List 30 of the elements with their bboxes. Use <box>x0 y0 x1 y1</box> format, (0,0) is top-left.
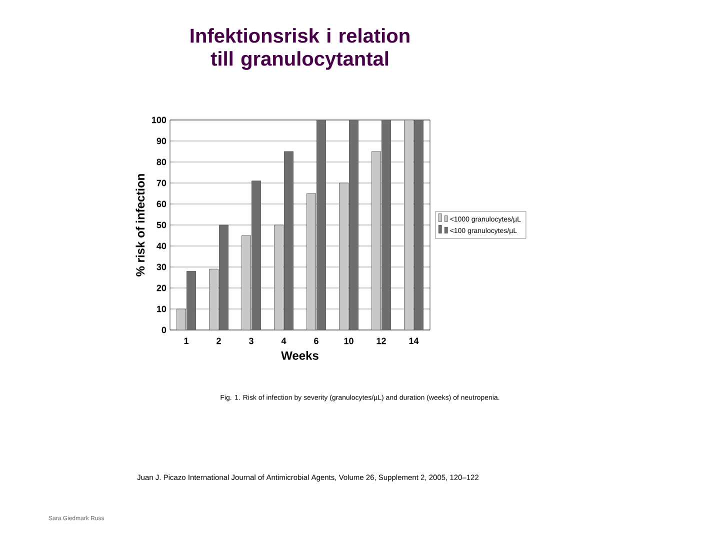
chart-title: Infektionsrisk i relation till granulocytantal <box>190 28 410 70</box>
x-axis-title: Weeks <box>281 351 318 360</box>
y-tick-label: 20 <box>156 284 166 292</box>
y-tick-label: 100 <box>152 116 166 124</box>
bar <box>176 308 186 330</box>
y-tick-label: 70 <box>156 180 166 186</box>
x-tick-label: 4 <box>281 338 286 344</box>
bar <box>242 235 251 330</box>
x-tick-label: 10 <box>344 338 354 344</box>
x-tick-label: 1 <box>184 338 189 344</box>
y-tick-label: 50 <box>156 222 166 228</box>
y-tick-label: 40 <box>156 242 166 250</box>
y-tick-label: 30 <box>156 264 166 270</box>
y-tick-label: 0 <box>162 326 166 334</box>
bar <box>274 224 284 330</box>
x-tick-label: 2 <box>216 338 221 344</box>
y-tick-label: 80 <box>156 158 166 166</box>
bar <box>339 182 348 330</box>
bar <box>306 193 316 330</box>
x-tick-label: 3 <box>248 338 254 344</box>
y-tick-label: 90 <box>156 138 166 144</box>
x-tick-label: 14 <box>409 338 419 344</box>
bar <box>372 151 381 330</box>
x-tick-label: 12 <box>376 338 386 344</box>
y-tick-label: 60 <box>156 200 166 208</box>
y-tick-label: 10 <box>157 306 166 312</box>
bar <box>209 268 218 330</box>
x-tick-label: 6 <box>314 338 318 344</box>
y-axis-title: % risk of infection <box>136 174 145 276</box>
bar <box>404 120 414 330</box>
